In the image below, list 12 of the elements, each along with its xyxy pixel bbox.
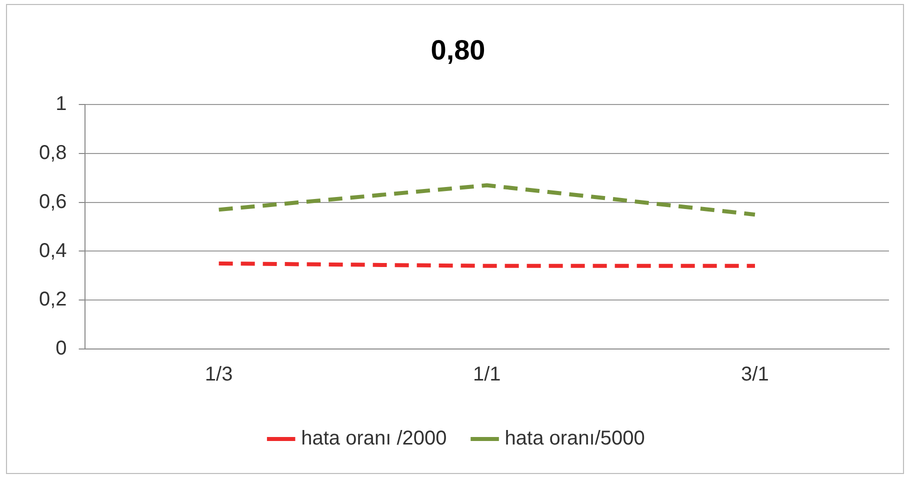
x-tick-label: 3/1: [741, 364, 769, 386]
y-tick-label: 0: [56, 338, 67, 360]
y-tick-label: 0,2: [38, 288, 67, 311]
legend-label: hata oranı /2000: [301, 428, 447, 450]
chart-title: 0,80: [430, 34, 486, 66]
y-tick-label: 0,6: [38, 190, 67, 213]
legend-label: hata oranı/5000: [504, 428, 645, 450]
y-tick-label: 0,4: [38, 240, 67, 262]
y-tick-label: 1: [56, 93, 67, 116]
x-tick-label: 1/1: [472, 364, 501, 386]
y-tick-label: 0,8: [38, 142, 67, 164]
x-tick-label: 1/3: [204, 364, 233, 386]
